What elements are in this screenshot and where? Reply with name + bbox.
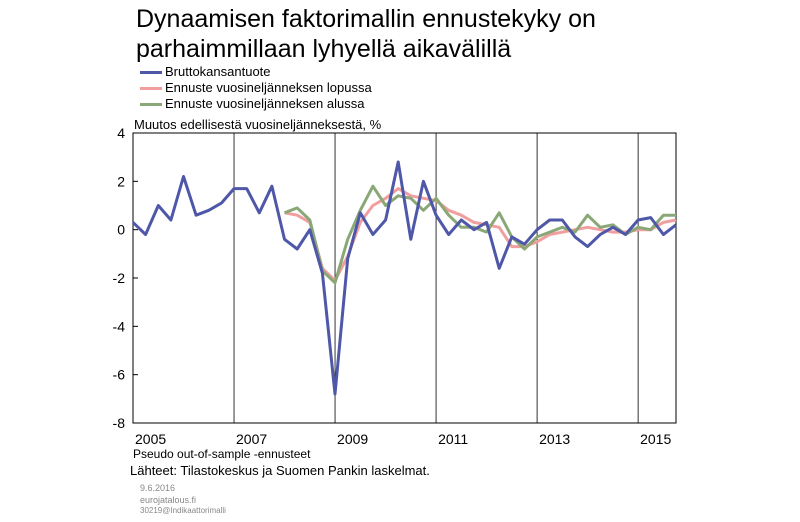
series-line-2: [283, 184, 676, 285]
legend: Bruttokansantuote Ennuste vuosineljännek…: [140, 64, 372, 112]
chart-title-line1: Dynaamisen faktorimallin ennustekyky on: [136, 5, 596, 33]
legend-swatch-gdp: [140, 70, 162, 74]
y-axis-label: Muutos edellisestä vuosineljänneksestä, …: [134, 117, 382, 132]
x-tick-label-2007: 2007: [236, 431, 267, 447]
x-tick-label-2005: 2005: [135, 431, 166, 447]
legend-label-gdp: Bruttokansantuote: [165, 64, 271, 79]
y-tick-label: 2: [117, 173, 125, 189]
series-line-0: [131, 160, 677, 396]
y-tick-label: 4: [117, 125, 125, 141]
y-tick-label: -4: [113, 318, 126, 334]
chart-title: Dynaamisen faktorimallin ennustekyky on …: [136, 4, 756, 64]
y-tick-label: -6: [113, 367, 126, 383]
legend-item-gdp: Bruttokansantuote: [140, 64, 372, 80]
x-tick-label-2009: 2009: [337, 431, 368, 447]
chart-code: 30219@Indikaattorimalli: [140, 506, 226, 515]
site-name: eurojatalous.fi: [140, 495, 197, 505]
publication-date: 9.6.2016: [140, 483, 176, 493]
legend-label-forecast-end: Ennuste vuosineljänneksen lopussa: [165, 80, 372, 95]
series-line-1: [284, 187, 677, 282]
x-tick-label-2013: 2013: [539, 431, 570, 447]
x-tick-label-2015: 2015: [640, 431, 671, 447]
legend-label-forecast-start: Ennuste vuosineljänneksen alussa: [165, 96, 365, 111]
chart-note: Pseudo out-of-sample -ennusteet: [133, 447, 311, 461]
legend-item-forecast-start: Ennuste vuosineljänneksen alussa: [140, 96, 372, 112]
plot-frame: [132, 132, 677, 424]
chart-title-line2: parhaimmillaan lyhyellä aikavälillä: [136, 35, 512, 63]
y-tick-label: -8: [113, 415, 126, 431]
legend-swatch-forecast-end: [140, 86, 162, 90]
y-tick-label: 0: [117, 222, 125, 238]
legend-swatch-forecast-start: [140, 102, 162, 106]
legend-item-forecast-end: Ennuste vuosineljänneksen lopussa: [140, 80, 372, 96]
y-tick-label: -2: [113, 270, 126, 286]
x-tick-label-2011: 2011: [438, 431, 468, 447]
source-text: Lähteet: Tilastokeskus ja Suomen Pankin …: [130, 463, 430, 478]
